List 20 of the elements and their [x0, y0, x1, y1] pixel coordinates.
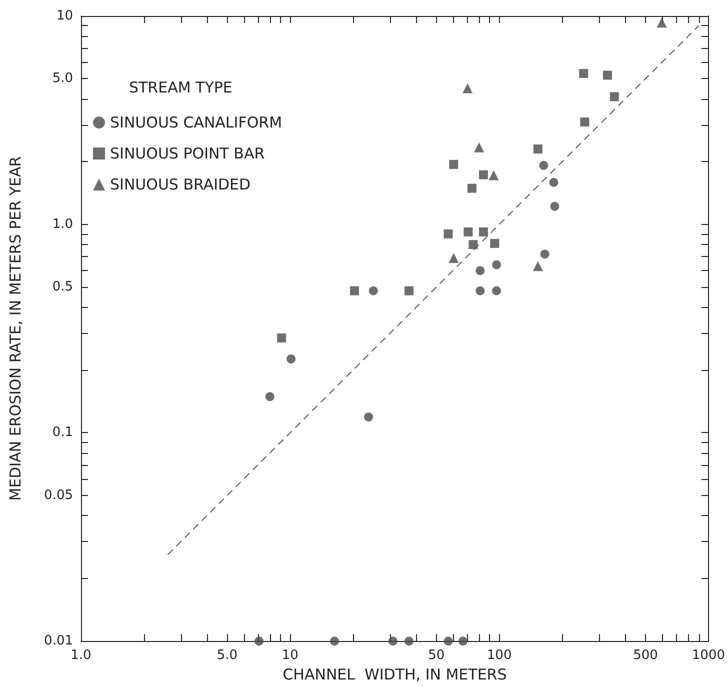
legend-title: STREAM TYPE [129, 78, 232, 96]
x-tick-label: 5.0 [216, 648, 238, 664]
y-tick-label: 1.0 [52, 216, 73, 232]
legend-label: SINUOUS POINT BAR [110, 144, 265, 162]
y-tick-label: 0.5 [52, 280, 73, 295]
x-tick-label: 1000 [692, 648, 726, 664]
y-tick-label: 0.01 [44, 634, 73, 649]
y-tick-label: 0.1 [52, 425, 73, 440]
x-tick-label: 1.0 [70, 648, 92, 664]
legend-label: SINUOUS BRAIDED [110, 176, 251, 194]
y-axis-title: MEDIAN EROSION RATE, IN METERS PER YEAR [6, 156, 24, 501]
x-tick-label: 50 [428, 648, 445, 664]
x-axis-title: CHANNEL WIDTH, IN METERS [282, 666, 507, 684]
x-tick-label: 500 [633, 648, 658, 664]
legend-label: SINUOUS CANALIFORM [110, 114, 282, 132]
y-tick-label: 5.0 [52, 71, 73, 86]
x-tick-label: 100 [486, 648, 512, 664]
x-tick-label: 10 [282, 648, 298, 664]
y-tick-label: 0.05 [44, 488, 73, 503]
y-tick-label: 10 [56, 8, 73, 24]
